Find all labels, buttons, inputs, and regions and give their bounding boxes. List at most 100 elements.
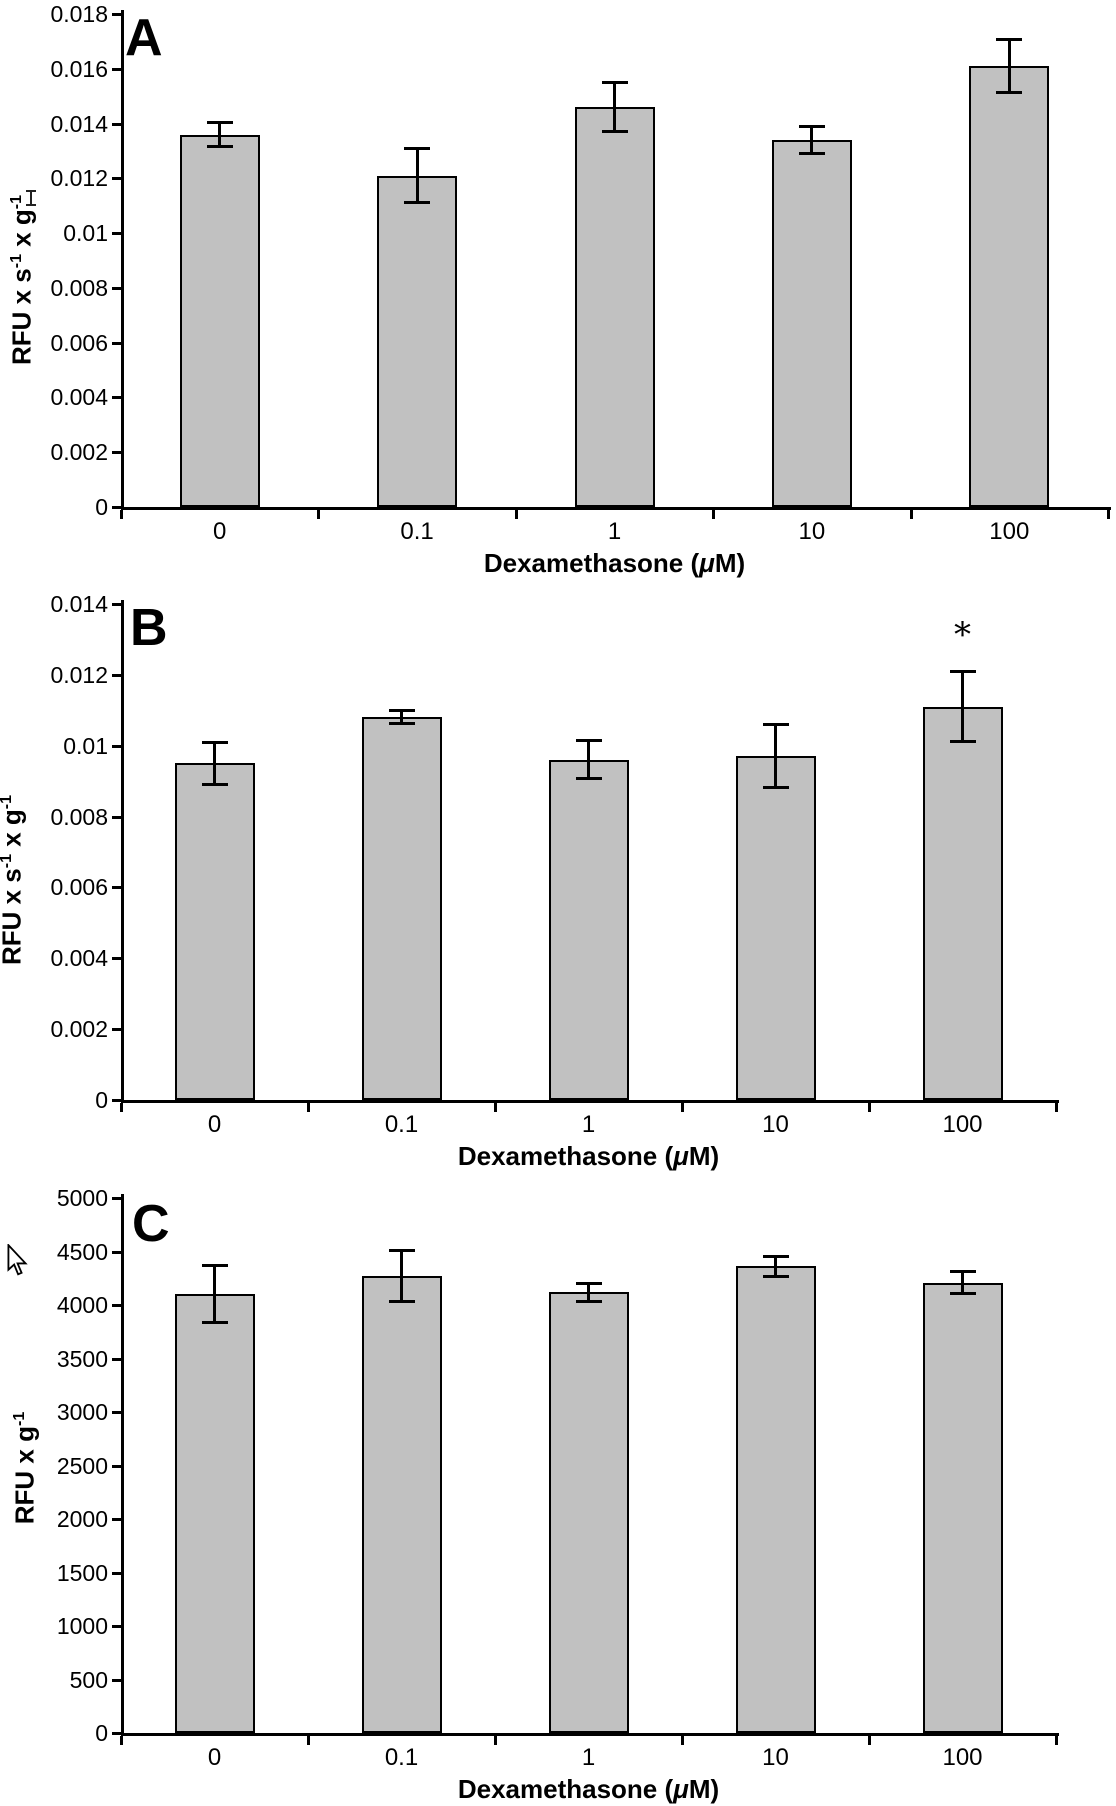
error-bar-cap-top-c — [575, 1281, 602, 1285]
y-tick-mark-c — [112, 1250, 121, 1254]
y-tick-mark-a — [112, 232, 121, 236]
y-tick-mark-b — [112, 1099, 121, 1102]
x-category-label-1-c: 1 — [581, 1744, 596, 1771]
error-bar-whisker-c — [961, 1271, 964, 1294]
x-tick-mark-c — [120, 1736, 123, 1745]
error-bar-whisker-a — [218, 122, 222, 147]
y-axis-title-part: -1 — [7, 194, 25, 210]
y-tick-label-a: 0.002 — [50, 439, 108, 466]
error-bar-cap-bottom-b — [201, 782, 228, 786]
error-bar-whisker-b — [213, 742, 216, 785]
error-bar-whisker-b — [400, 710, 403, 725]
y-tick-mark-b — [112, 957, 121, 961]
x-category-label-0.1-b: 0.1 — [384, 1111, 419, 1138]
x-axis-line-c — [121, 1733, 1059, 1736]
y-tick-label-c: 3500 — [56, 1345, 108, 1372]
error-bar-cap-bottom-a — [404, 200, 431, 204]
error-bar-whisker-c — [213, 1265, 216, 1324]
x-tick-mark-b — [681, 1103, 684, 1112]
y-tick-label-a: 0.018 — [50, 1, 108, 27]
y-axis-title-part: x g — [6, 209, 37, 254]
error-bar-whisker-c — [400, 1250, 403, 1302]
x-axis-title-part: Dexamethasone ( — [483, 548, 700, 578]
y-tick-mark-b — [112, 744, 121, 748]
y-tick-label-a: 0.01 — [63, 220, 108, 247]
y-tick-mark-a — [112, 451, 121, 455]
y-tick-label-a: 0.014 — [50, 110, 108, 137]
error-bar-whisker-c — [774, 1255, 777, 1278]
y-tick-mark-a — [112, 67, 121, 71]
x-category-label-0-c: 0 — [207, 1744, 222, 1771]
x-axis-title-c: Dexamethasone (μM) — [339, 1775, 839, 1803]
y-tick-label-b: 0.008 — [50, 803, 108, 830]
error-bar-whisker-b — [774, 724, 777, 789]
bar-0.1-c — [361, 1276, 442, 1733]
error-bar-cap-top-c — [388, 1249, 415, 1253]
x-category-label-0-b: 0 — [207, 1111, 222, 1138]
x-category-label-100-c: 100 — [942, 1744, 983, 1771]
error-bar-cap-top-a — [206, 121, 233, 125]
y-tick-label-c: 500 — [69, 1666, 108, 1693]
x-tick-mark-a — [514, 510, 518, 519]
y-tick-mark-b — [112, 886, 121, 890]
bar-1-c — [548, 1292, 629, 1733]
x-tick-mark-b — [120, 1103, 123, 1112]
x-category-label-10-c: 10 — [762, 1744, 789, 1771]
x-axis-title-part: M) — [688, 1141, 720, 1171]
bar-0-c — [174, 1294, 255, 1733]
error-bar-cap-bottom-b — [575, 777, 602, 781]
y-axis-title-part: -1 — [10, 1411, 28, 1426]
error-bar-cap-bottom-b — [762, 786, 789, 790]
x-tick-mark-c — [1055, 1736, 1058, 1745]
y-tick-label-a: 0.004 — [50, 384, 108, 411]
error-bar-cap-top-a — [798, 125, 825, 129]
y-tick-mark-a — [112, 506, 121, 509]
x-tick-mark-a — [120, 510, 123, 519]
y-axis-line-b — [121, 600, 124, 1103]
error-bar-whisker-c — [587, 1282, 590, 1302]
y-axis-title-part: RFU x g — [9, 1426, 40, 1525]
x-category-label-0.1-a: 0.1 — [400, 518, 434, 545]
y-axis-title-part: x g — [0, 809, 27, 854]
bar-100-a — [969, 66, 1050, 507]
y-axis-title-a: RFU x s-1 x g-1 — [7, 195, 38, 365]
y-tick-mark-b — [112, 603, 121, 606]
x-axis-title-part: Dexamethasone ( — [457, 1774, 674, 1804]
bar-1-b — [548, 759, 629, 1100]
y-tick-mark-b — [112, 815, 121, 819]
panel-letter-a: A — [125, 9, 163, 67]
y-tick-mark-b — [112, 1028, 121, 1032]
y-tick-label-c: 4500 — [56, 1238, 108, 1265]
y-tick-label-a: 0.006 — [50, 329, 108, 356]
y-axis-title-c: RFU x g-1 — [10, 1412, 41, 1524]
y-tick-mark-a — [112, 341, 121, 345]
x-axis-title-part: M) — [688, 1774, 720, 1804]
error-bar-cap-top-b — [575, 739, 602, 743]
y-axis-title-part: -1 — [0, 794, 15, 810]
error-bar-cap-bottom-b — [388, 722, 415, 726]
y-tick-label-c: 5000 — [56, 1185, 108, 1211]
x-category-label-0.1-c: 0.1 — [384, 1744, 419, 1771]
y-tick-mark-a — [112, 177, 121, 181]
x-tick-mark-b — [494, 1103, 497, 1112]
significance-asterisk-b: * — [954, 615, 971, 655]
error-bar-whisker-a — [613, 82, 616, 132]
error-bar-cap-top-c — [949, 1270, 976, 1274]
error-bar-cap-top-b — [201, 741, 228, 745]
bar-10-a — [771, 139, 852, 507]
y-tick-mark-c — [112, 1678, 121, 1682]
error-bar-cap-bottom-a — [206, 144, 233, 148]
bar-0.1-a — [377, 175, 458, 507]
bar-10-b — [735, 756, 816, 1100]
y-tick-mark-b — [112, 673, 121, 677]
error-bar-cap-top-a — [601, 81, 628, 85]
x-category-label-10-b: 10 — [762, 1111, 789, 1138]
panel-letter-c: C — [132, 1195, 170, 1253]
error-bar-cap-bottom-b — [949, 740, 976, 744]
y-tick-mark-c — [112, 1304, 121, 1307]
x-axis-title-part: μ — [673, 1774, 689, 1804]
y-tick-label-b: 0.006 — [50, 874, 108, 901]
y-axis-title-part: RFU x s — [6, 268, 37, 366]
error-bar-cap-bottom-c — [575, 1299, 602, 1303]
